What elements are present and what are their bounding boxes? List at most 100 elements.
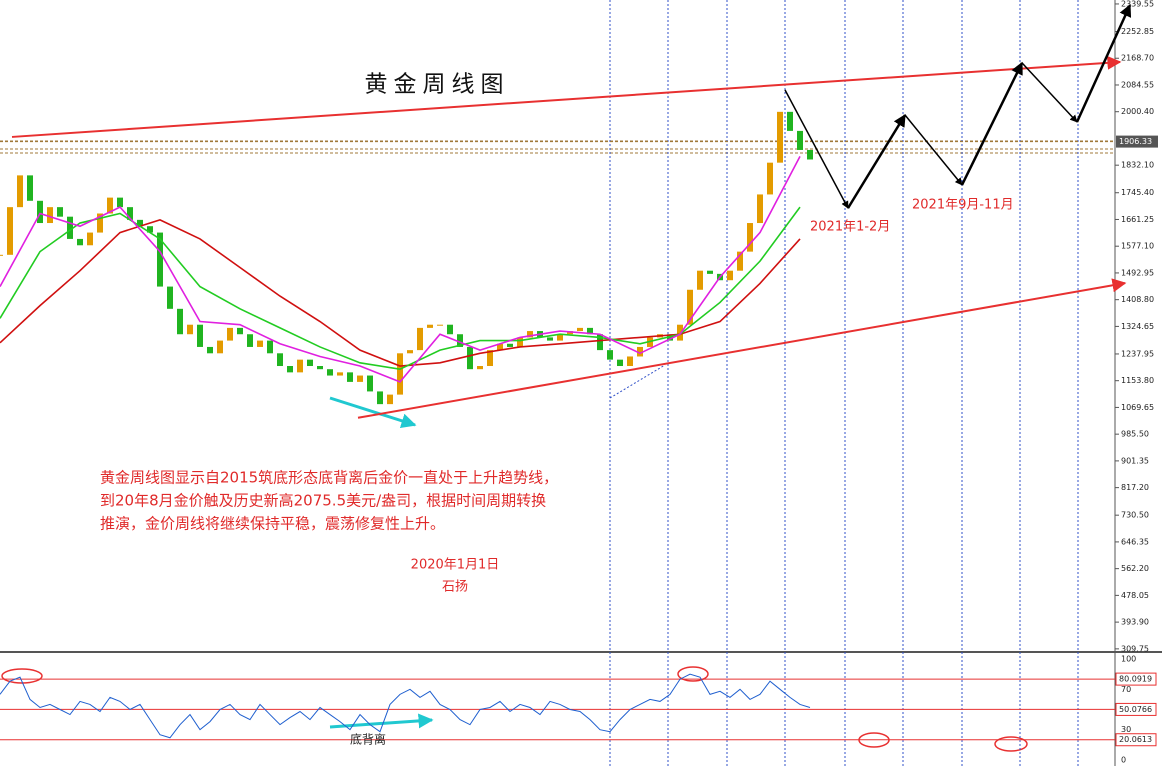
price-level-label: 1906.33 [1119, 137, 1152, 146]
osc-tick-label: 100 [1121, 655, 1136, 664]
osc-tick-label: 70 [1121, 685, 1131, 694]
note-line: 黄金周线图显示自2015筑底形态底背离后金价一直处于上升趋势线， [100, 469, 558, 487]
y-tick-label: 985.50 [1121, 430, 1149, 439]
note-author: 石扬 [442, 580, 468, 595]
candle [617, 359, 623, 367]
y-tick-label: 478.05 [1121, 591, 1149, 600]
candle [17, 175, 23, 208]
candle [207, 346, 213, 354]
candle [147, 226, 153, 233]
note-line: 推演，金价周线将继续保持平稳，震荡修复性上升。 [100, 515, 445, 533]
y-tick-label: 562.20 [1121, 564, 1149, 573]
divergence-arrow [329, 713, 434, 729]
trendline [357, 278, 1127, 419]
moving-average [0, 219, 801, 367]
candle [557, 334, 563, 341]
candle [427, 324, 433, 328]
projection-segment [784, 89, 849, 209]
candle [467, 346, 473, 370]
candle [117, 197, 123, 208]
y-tick-label: 2000.40 [1121, 107, 1154, 116]
projection-segment [904, 114, 963, 186]
candle [507, 343, 513, 347]
candle [457, 334, 463, 347]
candle [197, 324, 203, 347]
candle [167, 286, 173, 309]
candle [607, 350, 613, 360]
candle [687, 289, 693, 325]
candle [347, 372, 353, 382]
osc-level-box [1115, 672, 1157, 686]
divergence-arrow [329, 396, 417, 429]
candle [767, 162, 773, 195]
y-tick-label: 1745.40 [1121, 188, 1154, 197]
candle [327, 369, 333, 376]
candle [777, 111, 783, 163]
candle [737, 251, 743, 271]
candle [387, 394, 393, 405]
candle [277, 353, 283, 367]
candle [527, 331, 533, 338]
candle [97, 213, 103, 233]
candle [337, 372, 343, 376]
candle [0, 254, 3, 256]
candle [477, 366, 483, 370]
candle [7, 207, 13, 255]
candle [797, 130, 803, 150]
candle [417, 327, 423, 351]
projection-segment [1021, 62, 1078, 123]
projection-segment [960, 61, 1024, 186]
candle [77, 238, 83, 246]
y-tick-label: 2252.85 [1121, 27, 1154, 36]
osc-level-box [1115, 733, 1157, 747]
moving-average [0, 155, 801, 383]
candle [127, 207, 133, 220]
divergence-label: 底背离 [350, 732, 386, 747]
candle [107, 197, 113, 214]
candle [227, 327, 233, 341]
y-tick-label: 1237.95 [1121, 349, 1154, 358]
candle [637, 346, 643, 357]
candle [397, 353, 403, 395]
y-tick-label: 2168.70 [1121, 54, 1154, 63]
y-tick-label: 1577.10 [1121, 242, 1154, 251]
moving-average [0, 206, 801, 371]
y-tick-label: 2339.55 [1121, 0, 1154, 9]
y-tick-label: 817.20 [1121, 483, 1149, 492]
candle [287, 366, 293, 373]
y-tick-label: 1661.25 [1121, 215, 1154, 224]
projection-segment [846, 113, 907, 209]
candle [27, 175, 33, 201]
oscillator-line [0, 673, 811, 739]
y-tick-label: 1492.95 [1121, 268, 1154, 277]
y-tick-label: 2084.55 [1121, 80, 1154, 89]
candle [47, 207, 53, 224]
level-band [0, 140, 1115, 154]
y-tick-label: 1408.80 [1121, 295, 1154, 304]
projection-segment [1075, 3, 1132, 123]
note-line: 到20年8月金价触及历史新高2075.5美元/盎司，根据时间周期转换 [100, 492, 546, 510]
candle [587, 327, 593, 335]
candle [157, 232, 163, 287]
osc-level-label: 20.0613 [1119, 735, 1152, 744]
candle [707, 270, 713, 274]
candle [787, 111, 793, 131]
candle [497, 343, 503, 351]
candle [237, 327, 243, 335]
y-tick-label: 1832.10 [1121, 161, 1154, 170]
candle [187, 324, 193, 335]
candle [247, 334, 253, 347]
candle [307, 359, 313, 367]
candle [57, 207, 63, 217]
y-tick-label: 1069.65 [1121, 403, 1154, 412]
candle [137, 219, 143, 227]
candle [297, 359, 303, 373]
candle [697, 270, 703, 290]
candle [407, 350, 413, 354]
candle [517, 337, 523, 347]
candle [317, 366, 323, 370]
y-tick-label: 393.90 [1121, 618, 1149, 627]
